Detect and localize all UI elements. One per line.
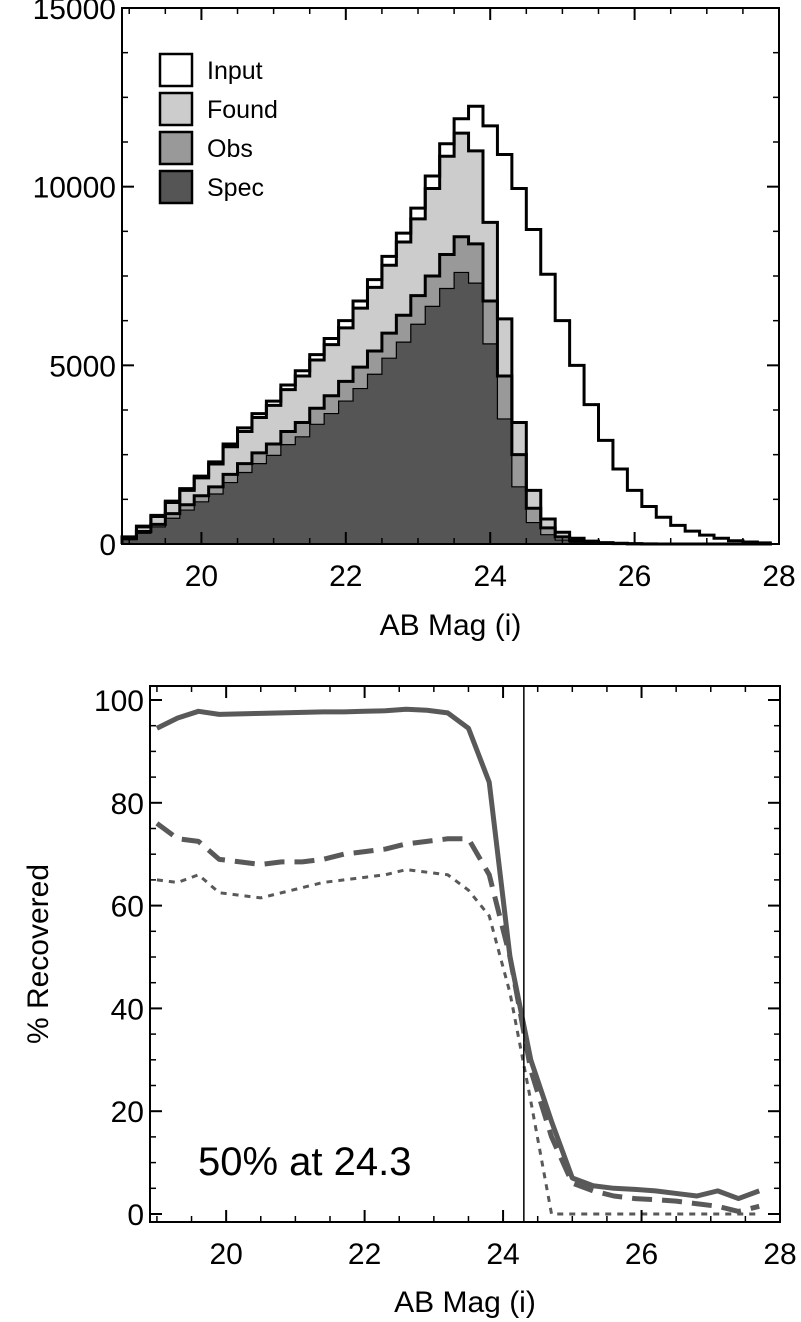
- recovery-line-dashed: [155, 821, 760, 1214]
- legend-swatch-input: [158, 52, 194, 88]
- y-tick-label: 60: [111, 891, 144, 924]
- axis-ticks: 20 22 24 26 28 0 5000 10000 15000: [33, 0, 796, 593]
- x-tick-label: 24: [474, 560, 507, 593]
- x-axis-label: AB Mag (i): [380, 609, 522, 642]
- legend-swatch-found: [158, 91, 194, 127]
- recovery-panel: 20 22 24 26 28 0 20 40 60 80 100 50% at 24.3 AB Ma…: [22, 685, 797, 1319]
- x-tick-label: 20: [209, 1238, 242, 1271]
- legend-swatch-spec: [158, 169, 194, 205]
- x-axis-label: AB Mag (i): [394, 1286, 536, 1319]
- y-tick-label: 0: [99, 529, 116, 562]
- x-tick-label: 22: [329, 560, 362, 593]
- recovery-curves: [155, 706, 761, 1216]
- x-tick-label: 28: [762, 560, 795, 593]
- x-tick-label: 26: [625, 1238, 658, 1271]
- y-tick-label: 5000: [49, 350, 116, 383]
- y-tick-label: 40: [111, 993, 144, 1026]
- x-tick-label: 20: [185, 560, 218, 593]
- x-tick-label: 24: [486, 1238, 519, 1271]
- plot-frame: [149, 685, 781, 1223]
- legend-label: Found: [207, 96, 278, 124]
- histogram-fills: [122, 106, 772, 545]
- y-tick-label: 15000: [33, 0, 116, 26]
- recovery-line-dotted: [156, 868, 760, 1216]
- legend-label: Spec: [207, 174, 264, 202]
- histogram-panel: 20 22 24 26 28 0 5000 10000 15000 Input Found Obs S…: [33, 0, 796, 642]
- x-tick-label: 26: [618, 560, 651, 593]
- annotation: 50% at 24.3: [198, 1140, 412, 1184]
- recovery-line-solid: [155, 706, 761, 1202]
- legend-label: Obs: [207, 135, 253, 163]
- y-tick-label: 10000: [33, 172, 116, 205]
- y-tick-label: 80: [111, 788, 144, 821]
- axis-ticks: 20 22 24 26 28 0 20 40 60 80 100: [94, 685, 797, 1271]
- y-axis-label: % Recovered: [22, 864, 55, 1044]
- y-tick-label: 20: [111, 1096, 144, 1129]
- legend: Input Found Obs Spec: [158, 52, 278, 205]
- legend-label: Input: [207, 57, 263, 85]
- histogram-outline-input: [120, 104, 772, 545]
- y-tick-label: 0: [127, 1199, 144, 1232]
- x-tick-label: 28: [763, 1238, 796, 1271]
- x-tick-label: 22: [348, 1238, 381, 1271]
- y-tick-label: 100: [94, 685, 144, 718]
- histogram-spec: [122, 272, 772, 544]
- legend-swatch-obs: [158, 130, 194, 166]
